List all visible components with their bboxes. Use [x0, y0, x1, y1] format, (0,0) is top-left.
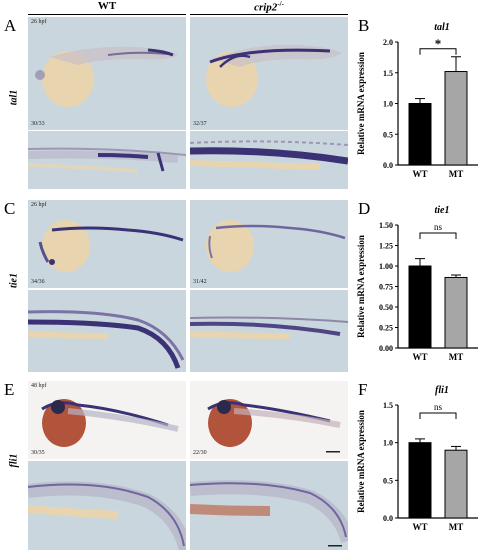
- chart-d-ytick-label-6: 1.50: [379, 221, 393, 230]
- photo-e-wt-whole: [28, 381, 186, 459]
- chart-d-ytick-label-3: 0.75: [379, 283, 393, 292]
- gene-label-e: fli1: [8, 453, 20, 468]
- chart-d-ytick-label-0: 0.00: [379, 344, 393, 353]
- photo-a-mt-whole: [190, 17, 348, 130]
- chart-b-ytick-label-3: 1.5: [383, 69, 393, 78]
- chart-b-sig-label: *: [435, 36, 442, 51]
- count-e-wt: 30/35: [31, 450, 45, 456]
- chart-d-ytick-label-4: 1.00: [379, 262, 393, 271]
- stage-label-e: 48 hpf: [31, 383, 47, 389]
- chart-d-title: tie1: [435, 205, 450, 216]
- photo-c-wt-whole: [28, 200, 186, 288]
- gene-label-a: tal1: [8, 89, 20, 106]
- panel-letter-a: A: [4, 16, 17, 35]
- chart-b-sig-bracket: [419, 48, 457, 55]
- count-c-mt: 31/42: [193, 279, 207, 285]
- panel-letter-f: F: [358, 380, 368, 399]
- chart-f-bar-wt: [408, 442, 432, 519]
- chart-b-ylabel: Relative mRNA expression: [356, 52, 366, 155]
- column-header-mutant: crip2-/-: [190, 0, 348, 14]
- chart-f-sig-label: ns: [434, 402, 443, 412]
- chart-b-xtick-label-mt: MT: [449, 169, 464, 179]
- chart-d-ytick-label-1: 0.25: [379, 324, 393, 333]
- chart-b-bar-mt: [444, 71, 468, 166]
- chart-b-svg: tal1 Relative mRNA expression 0.0 0.5 1.0 1.5…: [356, 22, 478, 179]
- panel-letter-e: E: [4, 380, 15, 399]
- count-a-wt: 30/33: [31, 121, 45, 127]
- chart-d-svg: tie1 Relative mRNA expression 0.00 0.25 0.50…: [356, 205, 478, 362]
- photo-e-mt-whole: [190, 381, 348, 459]
- chart-b-xtick-label-wt: WT: [412, 169, 427, 179]
- chart-f-ytick-label-3: 1.5: [383, 401, 393, 410]
- chart-f-ylabel: Relative mRNA expression: [356, 410, 366, 513]
- gene-label-c: tie1: [8, 273, 20, 288]
- chart-f-ytick-label-2: 1.0: [383, 439, 393, 448]
- chart-d-xtick-label-mt: MT: [449, 352, 464, 362]
- column-header-wt-rule: [28, 14, 186, 15]
- chart-d-bar-mt: [444, 276, 468, 349]
- photo-a-mt-tail: [190, 131, 348, 189]
- photo-c-wt-tail: [28, 290, 186, 372]
- chart-d-ytick-label-5: 1.25: [379, 242, 393, 251]
- chart-f: fli1 Relative mRNA expression 0.0 0.5 1.0 1.5…: [352, 383, 489, 553]
- photo-a-wt-whole: [28, 17, 186, 130]
- count-e-mt: 22/30: [193, 450, 207, 456]
- column-header-wt: WT: [97, 0, 117, 12]
- chart-d-sig-bracket: [419, 232, 457, 239]
- count-c-wt: 34/36: [31, 279, 45, 285]
- chart-d-sig-label: ns: [434, 222, 443, 232]
- chart-d-ylabel: Relative mRNA expression: [356, 235, 366, 338]
- chart-f-ytick-label-0: 0.0: [383, 514, 393, 523]
- chart-f-xtick-label-wt: WT: [412, 522, 427, 532]
- panel-letter-b: B: [358, 16, 370, 35]
- chart-f-title: fli1: [435, 385, 449, 396]
- photo-a-wt-tail: [28, 131, 186, 189]
- chart-b-ytick-label-4: 2.0: [383, 38, 393, 47]
- chart-b-ytick-label-1: 0.5: [383, 130, 393, 139]
- chart-b: tal1 Relative mRNA expression 0.0 0.5 1.0 1.5…: [352, 20, 489, 200]
- panel-letter-d: D: [358, 199, 371, 218]
- chart-f-xtick-label-mt: MT: [449, 522, 464, 532]
- chart-b-ytick-label-2: 1.0: [383, 100, 393, 109]
- chart-f-sig-bracket: [419, 412, 457, 419]
- photo-c-mt-tail: [190, 290, 348, 372]
- photo-e-wt-tail: [28, 461, 186, 550]
- stage-label-a: 26 hpf: [31, 19, 47, 25]
- chart-f-ytick-label-1: 0.5: [383, 476, 393, 485]
- column-header-mutant-rule: [190, 14, 348, 15]
- photo-c-mt-whole: [190, 200, 348, 288]
- chart-b-bar-wt: [408, 103, 432, 166]
- panel-letter-c: C: [4, 199, 16, 218]
- chart-d-xtick-label-wt: WT: [412, 352, 427, 362]
- count-a-mt: 32/37: [193, 121, 207, 127]
- chart-b-title: tal1: [434, 22, 450, 33]
- chart-b-ytick-label-0: 0.0: [383, 161, 393, 170]
- column-header-mutant-sup: -/-: [277, 0, 284, 8]
- stage-label-c: 26 hpf: [31, 202, 47, 208]
- chart-d: tie1 Relative mRNA expression 0.00 0.25 0.50…: [352, 203, 489, 383]
- column-header-mutant-base: crip2: [254, 1, 278, 14]
- chart-d-bar-wt: [408, 265, 432, 349]
- chart-f-svg: fli1 Relative mRNA expression 0.0 0.5 1.0 1.5…: [356, 385, 478, 532]
- chart-f-bar-mt: [444, 449, 468, 519]
- chart-d-ytick-label-2: 0.50: [379, 303, 393, 312]
- photo-e-mt-tail: [190, 461, 348, 550]
